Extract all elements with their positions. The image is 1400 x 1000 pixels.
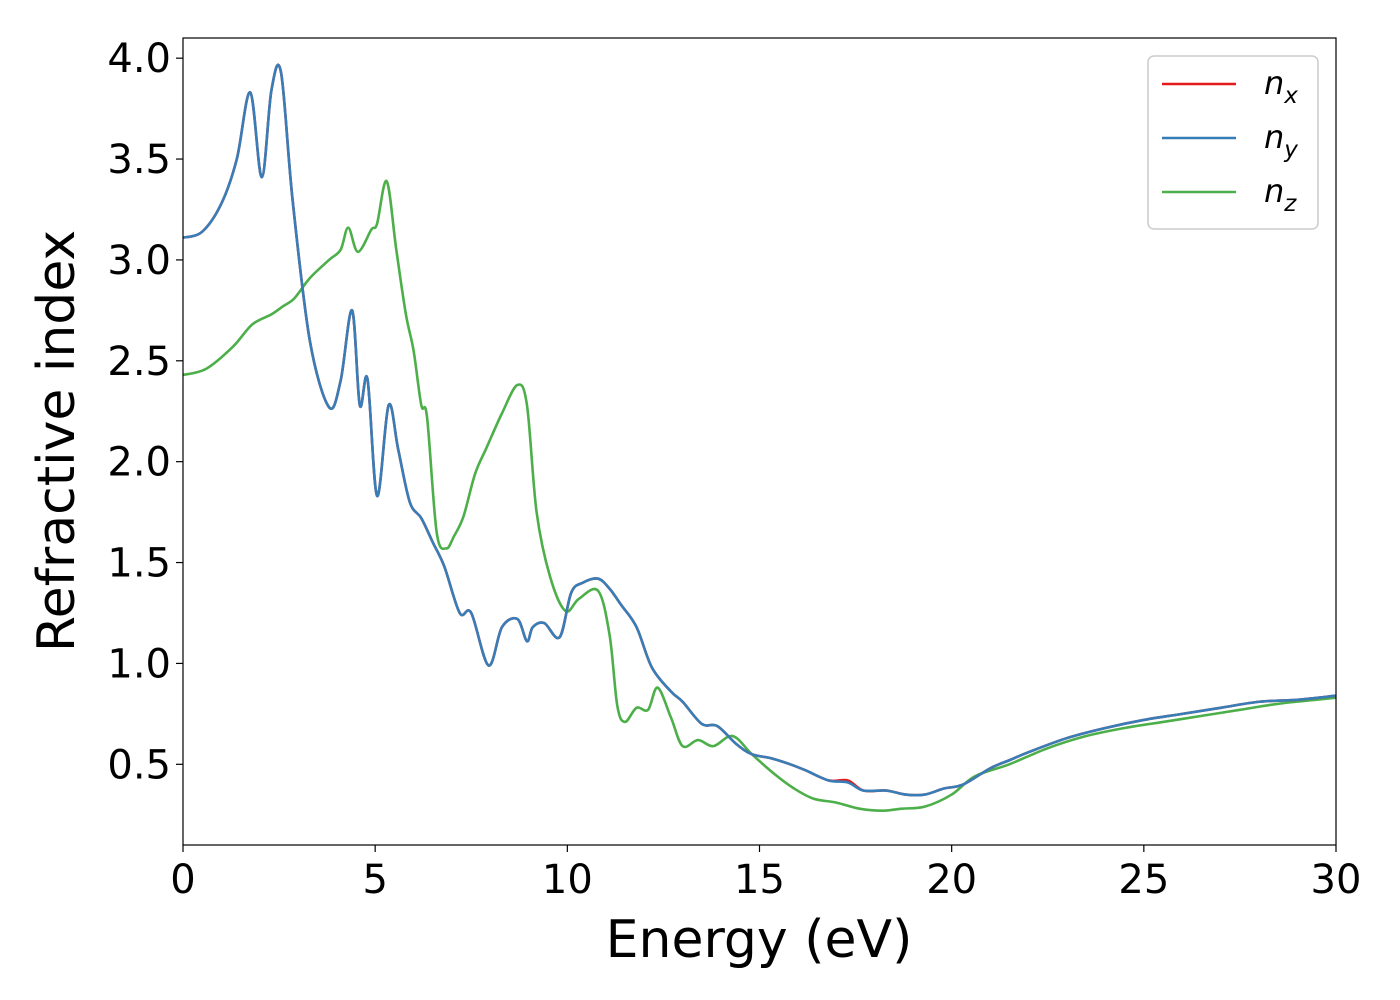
- series-line-n-y: [183, 63, 1336, 797]
- x-tick-label: 25: [1118, 857, 1169, 903]
- legend-box: [1147, 55, 1319, 230]
- legend-label-subscript: y: [1283, 137, 1298, 163]
- y-axis-ticks: 0.5 1.0 1.5 2.0 2.5 3.0 3.5 4.0: [107, 36, 183, 788]
- y-tick-label: 3.5: [107, 137, 171, 183]
- x-axis-ticks: 0 5 10 15 20 25 30: [170, 845, 1361, 903]
- series-line-n-z: [183, 179, 1336, 812]
- legend-label-n-y: ny: [1264, 118, 1298, 163]
- y-axis-title: Refractive index: [27, 230, 87, 652]
- x-tick-label: 20: [926, 857, 977, 903]
- y-tick-label: 1.0: [107, 641, 171, 687]
- legend-label-n-z: nz: [1264, 172, 1297, 217]
- y-tick-label: 0.5: [107, 742, 171, 788]
- y-tick-label: 2.5: [107, 339, 171, 385]
- legend-label-subscript: z: [1283, 191, 1297, 217]
- legend-label-base: n: [1264, 118, 1284, 156]
- x-tick-label: 5: [362, 857, 387, 903]
- x-axis-title: Energy (eV): [606, 910, 913, 970]
- x-tick-label: 30: [1311, 857, 1362, 903]
- legend-label-base: n: [1264, 64, 1284, 102]
- y-tick-label: 1.5: [107, 541, 171, 587]
- x-tick-label: 10: [542, 857, 593, 903]
- y-tick-label: 3.0: [107, 238, 171, 284]
- series-layer: [183, 63, 1336, 812]
- y-tick-label: 2.0: [107, 440, 171, 486]
- legend-label-n-x: nx: [1264, 64, 1298, 109]
- legend-label-subscript: x: [1283, 83, 1298, 109]
- x-tick-label: 15: [734, 857, 785, 903]
- x-tick-label: 0: [170, 857, 195, 903]
- legend-label-base: n: [1264, 172, 1284, 210]
- y-tick-label: 4.0: [107, 36, 171, 82]
